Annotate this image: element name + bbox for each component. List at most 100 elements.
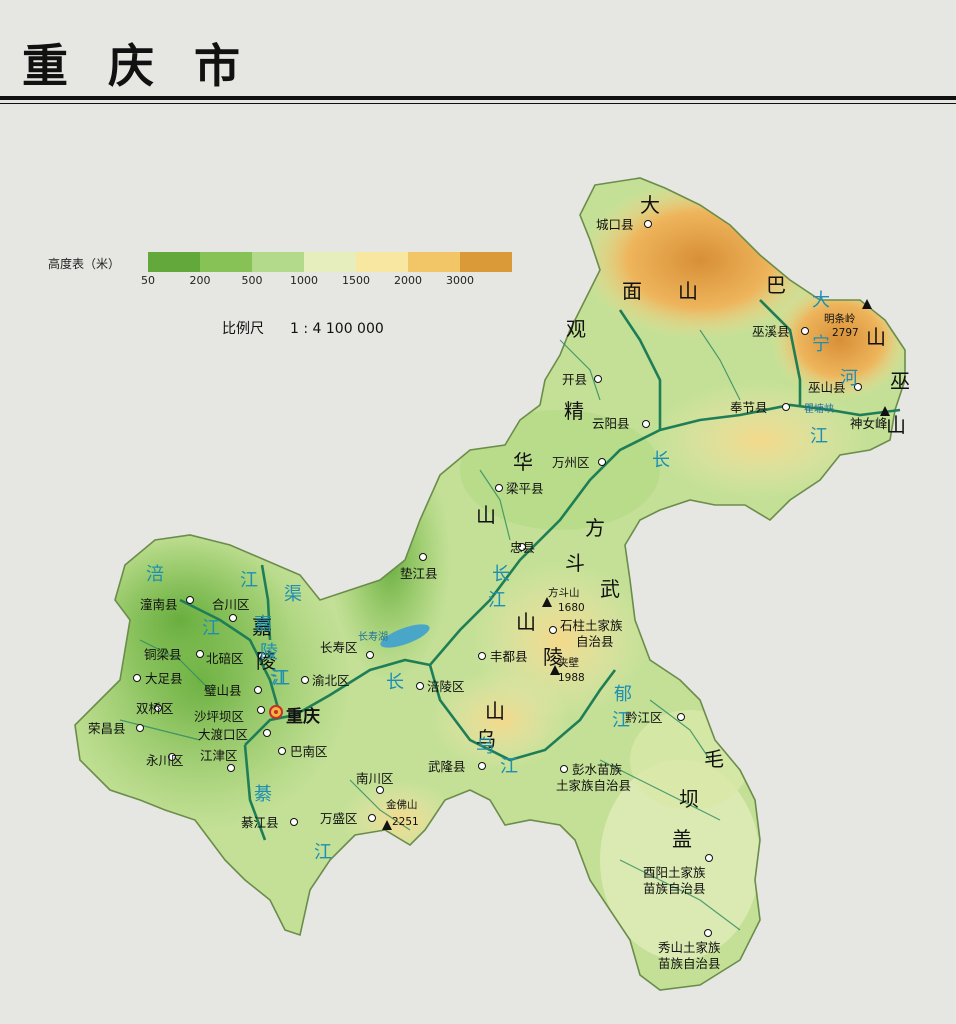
legend-swatch <box>408 252 460 272</box>
legend-ticks: 50 200 500 1000 1500 2000 3000 <box>141 274 474 287</box>
peak-marker <box>880 406 890 416</box>
river-char: 江 <box>272 668 290 689</box>
city-marker <box>168 753 176 761</box>
range-char: 山 <box>678 279 698 303</box>
place-wuxi: 巫溪县 <box>752 324 790 339</box>
place-pengshui: 彭水苗族 <box>572 762 623 777</box>
city-marker <box>594 375 602 383</box>
scale-label: 比例尺 <box>222 321 264 337</box>
peak-elev-jinfoshan: 2251 <box>392 816 419 828</box>
peak-marker <box>542 597 552 607</box>
place-wanzhou: 万州区 <box>552 455 590 470</box>
place-shuangqiao: 双桥区 <box>136 701 174 716</box>
scale-value: 1 : 4 100 000 <box>290 321 384 337</box>
city-marker <box>518 543 526 551</box>
place-yunyang: 云阳县 <box>592 416 630 431</box>
place-xiushan-2: 苗族自治县 <box>658 956 721 971</box>
range-char: 毛 <box>704 747 724 771</box>
map-title: 重 庆 市 <box>22 39 253 93</box>
place-shennvfeng: 神女峰 <box>850 416 888 431</box>
range-labels: 大 巴 山 面 山 巫 山 观 精 华 山 方 斗 武 山 陵 山 乌 毛 坝 … <box>252 193 910 851</box>
place-dazu: 大足县 <box>145 671 183 686</box>
river-char: 江 <box>612 710 630 731</box>
city-marker <box>704 929 712 937</box>
river-char: 河 <box>840 368 858 389</box>
city-marker <box>366 651 374 659</box>
city-marker <box>549 626 557 634</box>
place-fuling: 涪陵区 <box>427 679 465 694</box>
place-jiangjin: 江津区 <box>200 748 238 763</box>
title-rule-thin <box>0 103 956 104</box>
city-marker <box>376 786 384 794</box>
city-marker <box>495 484 503 492</box>
range-char: 坝 <box>679 787 699 811</box>
capital-chongqing: 重庆 <box>269 705 320 727</box>
city-marker <box>133 674 141 682</box>
range-char: 武 <box>600 577 620 601</box>
range-char: 山 <box>866 325 886 349</box>
place-youyang: 酉阳土家族 <box>643 865 706 880</box>
city-marker <box>154 704 162 712</box>
legend-tick-label: 1500 <box>342 274 370 287</box>
range-char: 方 <box>585 516 605 540</box>
range-char: 盖 <box>672 827 692 851</box>
place-kaixian: 开县 <box>562 372 587 387</box>
city-marker <box>801 327 809 335</box>
peak-elev-fangdoushan: 1680 <box>558 602 585 614</box>
place-tongliang: 铜梁县 <box>144 647 182 662</box>
peak-name-jiabi: 夹壁 <box>558 656 579 669</box>
legend-swatch <box>252 252 304 272</box>
place-dadukou: 大渡口区 <box>198 727 248 742</box>
peak-elev-mingtiaoling: 2797 <box>832 327 859 339</box>
river-char: 陵 <box>260 642 278 663</box>
river-char: 长 <box>652 450 670 471</box>
city-marker <box>642 420 650 428</box>
city-marker <box>416 682 424 690</box>
place-dianjiang: 垫江县 <box>400 566 438 581</box>
place-yongchuan: 永川区 <box>146 753 184 768</box>
city-marker <box>782 403 790 411</box>
river-char: 大 <box>812 290 830 311</box>
legend-swatch <box>304 252 356 272</box>
legend-tick-label: 500 <box>242 274 263 287</box>
terrain <box>75 178 905 990</box>
place-hechuan: 合川区 <box>212 597 250 612</box>
river-char: 嘉 <box>254 614 272 635</box>
peak-name-fangdoushan: 方斗山 <box>548 586 580 599</box>
peak-name-mingtiaoling: 明条岭 <box>824 312 856 325</box>
river-char: 郁 <box>614 684 632 705</box>
river-labels: 长 江 长 江 长 江 涪 江 渠 江 嘉 陵 江 綦 江 乌 江 郁 江 大 … <box>146 290 858 863</box>
elevation-legend: 高度表（米） 50 200 500 1000 1500 2000 3000 <box>48 252 512 287</box>
legend-swatch <box>200 252 252 272</box>
city-marker <box>229 614 237 622</box>
city-marker <box>254 686 262 694</box>
city-marker <box>598 458 606 466</box>
title-rule <box>0 96 956 100</box>
place-shizhu-2: 自治县 <box>576 634 614 649</box>
place-yubei: 渝北区 <box>312 673 350 688</box>
place-beibei: 北碚区 <box>206 651 244 666</box>
range-char: 山 <box>485 699 505 723</box>
range-char: 山 <box>516 610 536 634</box>
place-qianjiang: 黔江区 <box>625 710 663 725</box>
capital-label: 重庆 <box>286 706 320 727</box>
range-char: 山 <box>886 413 906 437</box>
city-marker <box>478 762 486 770</box>
city-marker <box>419 553 427 561</box>
place-qijiang: 綦江县 <box>241 815 279 830</box>
legend-swatch <box>148 252 200 272</box>
place-pengshui-2: 土家族自治县 <box>556 778 631 793</box>
place-banan: 巴南区 <box>290 744 328 759</box>
place-fengjie: 奉节县 <box>730 400 768 415</box>
range-char: 巫 <box>890 369 910 393</box>
place-wansheng: 万盛区 <box>320 811 358 826</box>
range-char: 嘉 <box>252 615 272 639</box>
place-rongchang: 荣昌县 <box>88 721 126 736</box>
place-chengkou: 城口县 <box>596 217 634 232</box>
range-char: 面 <box>622 279 642 303</box>
place-labels: 城口县 巫溪县 开县 巫山县 奉节县 云阳县 万州区 梁平县 忠县 垫江县 潼南… <box>88 217 888 971</box>
gorge-label: 瞿塘峡 <box>804 402 834 415</box>
range-char: 观 <box>566 317 586 341</box>
city-marker <box>136 724 144 732</box>
legend-tick-label: 50 <box>141 274 155 287</box>
